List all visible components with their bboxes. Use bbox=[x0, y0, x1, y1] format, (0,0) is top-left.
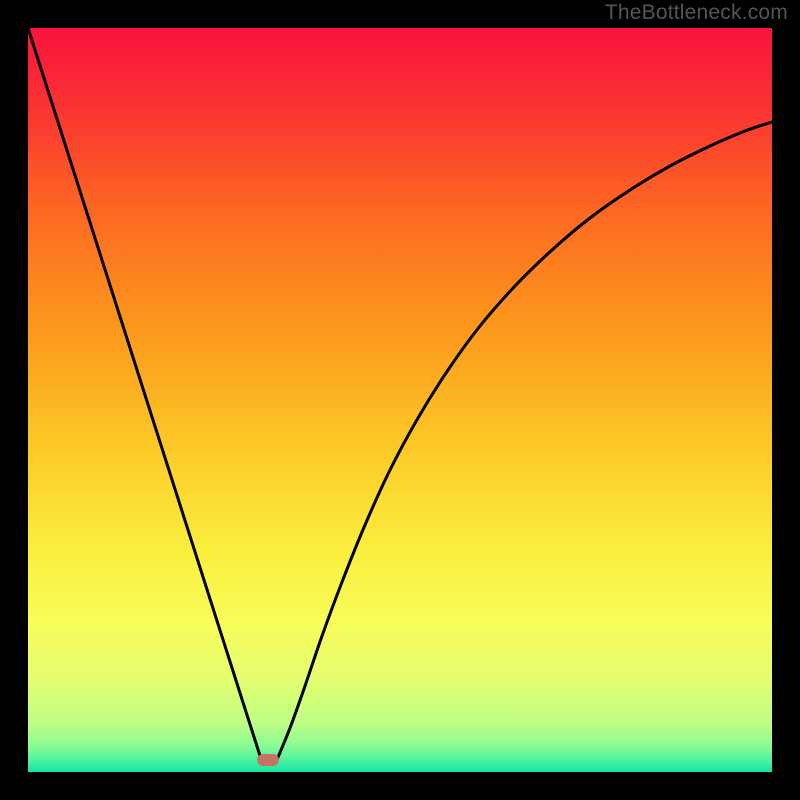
chart-svg bbox=[0, 0, 800, 800]
bottleneck-marker bbox=[257, 754, 279, 766]
watermark-text: TheBottleneck.com bbox=[605, 1, 788, 25]
bottleneck-chart-container: TheBottleneck.com bbox=[0, 0, 800, 800]
plot-gradient-area bbox=[28, 28, 772, 772]
